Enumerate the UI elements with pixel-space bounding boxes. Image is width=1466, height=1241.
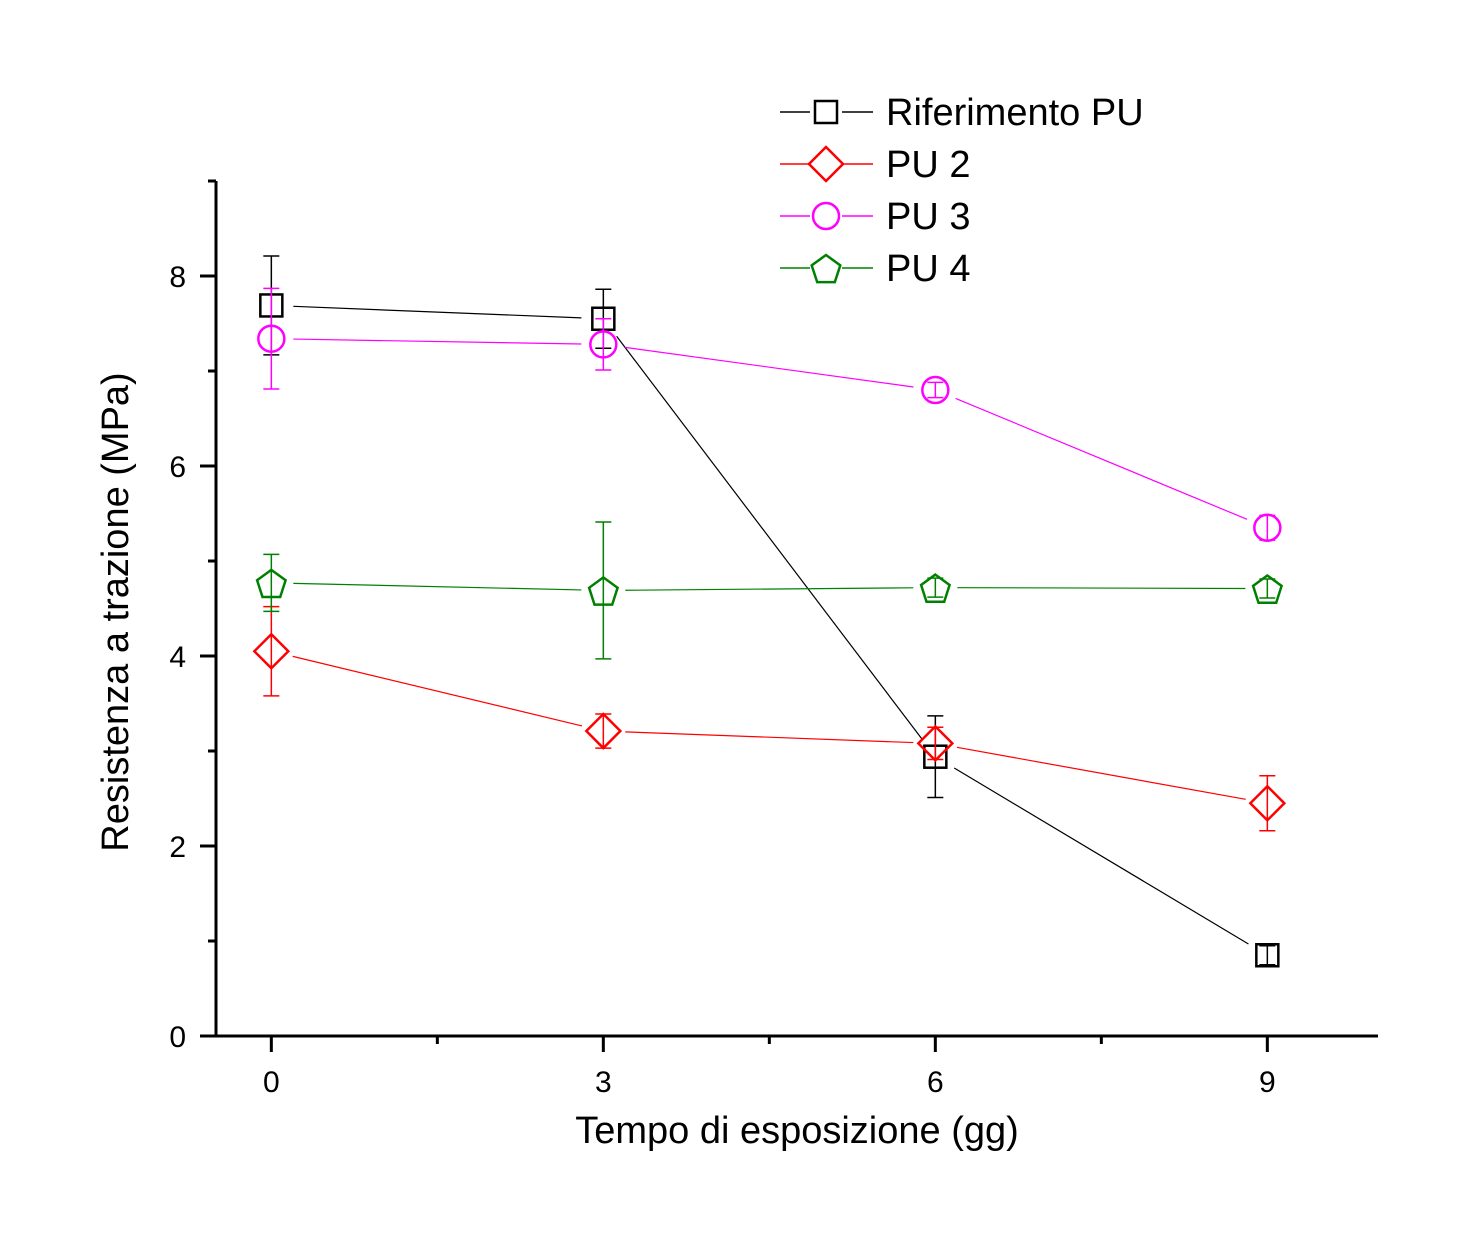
series-line-segment: [293, 305, 582, 319]
data-point: [919, 573, 952, 603]
legend-item: PU 3: [780, 196, 970, 238]
legend-marker: [811, 201, 841, 231]
legend-marker: [813, 99, 839, 125]
series-pu-4: [255, 521, 1284, 660]
series-line-segment: [953, 767, 1249, 945]
series-line-segment: [625, 346, 914, 388]
series-pu-2: [252, 605, 1287, 832]
data-point: [257, 324, 286, 353]
series-line-segment: [955, 397, 1248, 520]
data-point: [916, 724, 955, 763]
x-tick-label: 0: [263, 1066, 280, 1099]
data-point: [589, 330, 618, 359]
data-point: [587, 575, 620, 606]
legend: Riferimento PU PU 2 PU 3 PU 4: [780, 92, 1144, 290]
series-line-segment: [292, 655, 583, 727]
legend-item: PU 4: [780, 248, 970, 290]
y-tick-label: 4: [169, 641, 186, 674]
y-tick-label: 2: [169, 831, 186, 864]
legend-label: PU 2: [886, 144, 970, 186]
data-point: [1251, 573, 1284, 604]
data-point: [584, 712, 623, 750]
y-tick-label: 0: [169, 1021, 186, 1054]
x-tick-label: 6: [927, 1066, 944, 1099]
series-layer: [252, 255, 1287, 968]
data-point: [252, 632, 291, 671]
x-axis-title: Tempo di esposizione (gg): [575, 1110, 1019, 1152]
legend-label: Riferimento PU: [886, 92, 1144, 134]
legend-label: PU 3: [886, 196, 970, 238]
y-tick-label: 6: [169, 451, 186, 484]
series-riferimento-pu: [259, 255, 1280, 968]
series-pu-3: [257, 287, 1282, 542]
x-tick-label: 9: [1259, 1066, 1276, 1099]
legend-item: Riferimento PU: [780, 92, 1144, 134]
axes: 0 2 4 6 8 0 3 6 9: [169, 179, 1378, 1099]
series-line-segment: [293, 582, 582, 591]
legend-marker: [810, 253, 842, 284]
series-line-segment: [293, 338, 582, 345]
series-line-segment: [625, 731, 914, 744]
data-point: [921, 375, 950, 405]
data-point: [1255, 943, 1280, 968]
legend-marker: [807, 145, 845, 183]
data-point: [255, 568, 288, 599]
legend-label: PU 4: [886, 248, 970, 290]
y-axis-title: Resistenza a trazione (MPa): [95, 372, 137, 851]
x-tick-label: 3: [595, 1066, 612, 1099]
data-point: [1253, 513, 1282, 542]
series-line-segment: [956, 746, 1246, 800]
series-line-segment: [616, 335, 923, 740]
y-tick-label: 8: [169, 261, 186, 294]
series-line-segment: [625, 587, 914, 591]
data-point: [1248, 784, 1287, 823]
legend-item: PU 2: [780, 144, 970, 186]
series-line-segment: [957, 587, 1246, 590]
